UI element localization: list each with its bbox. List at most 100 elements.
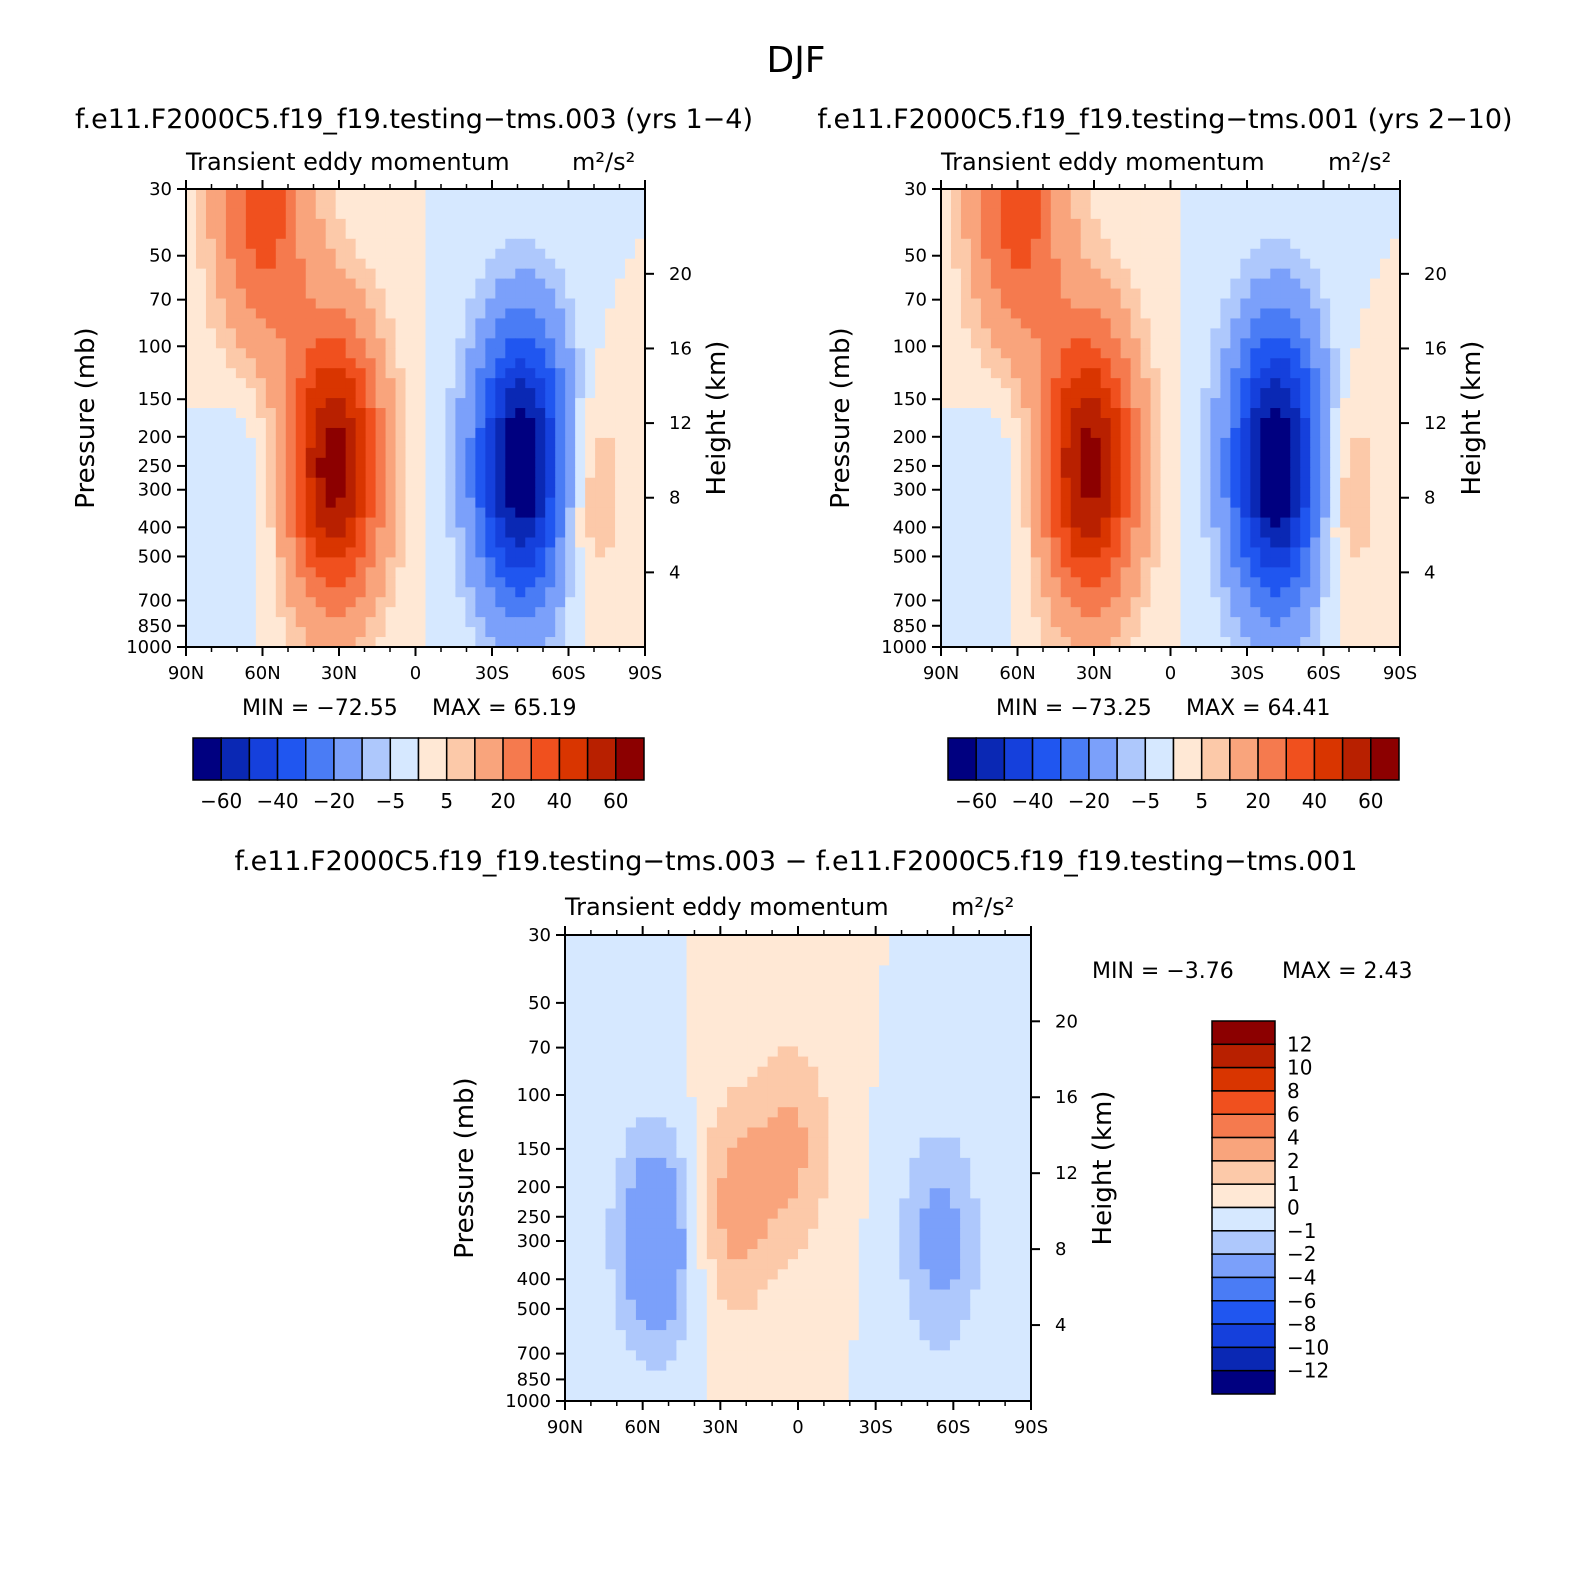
contour-cell [960,318,972,329]
contour-cell [186,358,197,369]
contour-cell [1080,497,1092,509]
contour-cell [1370,258,1381,270]
contour-cell [485,338,496,349]
contour-cell [1010,467,1022,479]
contour-cell [1110,507,1122,519]
contour-cell [1160,218,1172,230]
contour-cell [1190,238,1202,250]
contour-cell [1240,378,1251,389]
contour-cell [475,418,486,429]
contour-cell [186,487,197,499]
contour-cell [205,577,217,588]
contour-cell [1160,477,1172,489]
contour-cell [838,975,850,987]
contour-cell [525,248,536,260]
pressure-tick-label: 850 [138,616,172,637]
contour-cell [325,268,337,280]
contour-cell [285,268,297,280]
contour-cell [941,427,952,439]
contour-cell [1060,328,1072,339]
contour-cell [475,318,486,329]
contour-cell [485,477,496,489]
contour-cell [980,338,992,349]
contour-cell [545,587,556,598]
contour-cell [615,268,626,280]
contour-cell [970,258,982,270]
contour-cell [1010,935,1022,946]
contour-cell [425,208,437,220]
contour-cell [990,985,1002,997]
contour-cell [1300,497,1311,509]
contour-cell [1000,348,1012,359]
contour-cell [1190,378,1202,389]
contour-cell [435,268,447,280]
pressure-tick-label: 150 [138,389,172,410]
contour-cell [990,418,1002,429]
contour-cell [716,1005,728,1017]
contour-cell [225,378,237,389]
contour-cell [625,547,636,558]
contour-cell [195,577,207,588]
y-axis-label-right: Height (km) [702,341,732,496]
contour-cell [525,497,536,509]
contour-cell [515,388,526,399]
contour-cell [1320,248,1331,260]
contour-cell [1090,637,1102,648]
contour-cell [605,398,616,409]
contour-cell [960,298,972,310]
contour-cell [1270,427,1281,439]
contour-cell [990,507,1002,519]
contour-cell [1190,617,1202,628]
contour-cell [625,447,636,459]
contour-cell [1150,487,1162,499]
contour-cell [595,637,606,648]
contour-cell [1290,398,1301,409]
contour-cell [435,607,447,618]
contour-cell [1020,358,1032,369]
contour-cell [1210,218,1221,230]
contour-cell [676,1046,688,1058]
contour-cell [335,398,347,409]
contour-cell [1300,587,1311,598]
contour-cell [950,358,962,369]
contour-cell [1270,189,1281,200]
contour-cell [1360,607,1371,618]
contour-cell [285,358,297,369]
contour-cell [395,527,407,539]
contour-cell [565,398,576,409]
contour-cell [475,189,486,200]
contour-cell [555,567,566,578]
contour-cell [635,198,646,210]
contour-cell [1270,457,1281,469]
contour-cell [1100,437,1112,449]
contour-cell [435,517,447,529]
contour-cell [225,189,237,200]
contour-cell [245,437,257,449]
contour-cell [838,965,850,977]
contour-cell [1310,418,1321,429]
contour-cell [1050,189,1062,200]
contour-cell [325,308,337,320]
contour-cell [1190,487,1202,499]
contour-cell [365,607,377,618]
contour-cell [625,408,636,419]
contour-cell [1160,348,1172,359]
contour-cell [1340,368,1351,379]
contour-cell [215,198,227,210]
contour-cell [1300,358,1311,369]
contour-cell [575,437,586,449]
contour-cell [970,975,981,987]
contour-cell [1330,258,1341,270]
contour-cell [595,398,606,409]
contour-cell [727,1036,738,1048]
contour-cell [676,1005,688,1017]
contour-cell [1230,258,1241,270]
contour-cell [605,517,616,529]
contour-cell [1320,517,1331,529]
contour-cell [395,378,407,389]
contour-cell [615,338,626,349]
contour-cell [950,537,962,549]
contour-cell [1060,398,1072,409]
contour-cell [1380,398,1391,409]
contour-cell [365,218,377,230]
